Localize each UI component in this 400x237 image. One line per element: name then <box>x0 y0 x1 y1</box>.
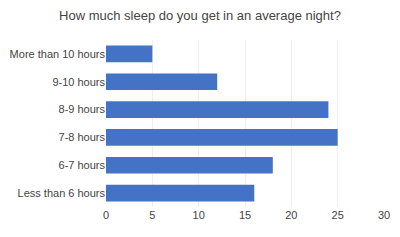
svg-text:15: 15 <box>239 209 251 221</box>
svg-text:0: 0 <box>103 209 109 221</box>
svg-text:8-9 hours: 8-9 hours <box>59 103 106 115</box>
svg-text:More than 10 hours: More than 10 hours <box>10 48 106 60</box>
svg-text:How much sleep do you get in a: How much sleep do you get in an average … <box>59 8 341 23</box>
svg-text:5: 5 <box>149 209 155 221</box>
svg-text:10: 10 <box>193 209 205 221</box>
svg-text:30: 30 <box>378 209 390 221</box>
svg-text:Less than 6 hours: Less than 6 hours <box>18 187 106 199</box>
svg-text:25: 25 <box>332 209 344 221</box>
svg-text:20: 20 <box>285 209 297 221</box>
svg-text:9-10 hours: 9-10 hours <box>52 76 105 88</box>
svg-text:6-7 hours: 6-7 hours <box>59 159 106 171</box>
svg-text:7-8 hours: 7-8 hours <box>59 131 106 143</box>
